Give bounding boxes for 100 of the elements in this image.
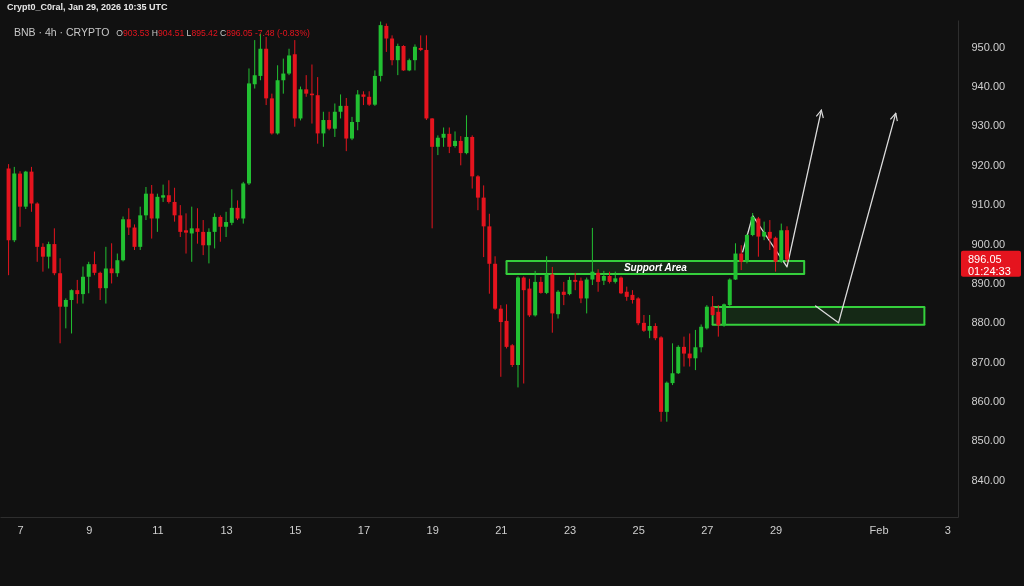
x-tick-label: 13 <box>220 523 233 536</box>
candlestick <box>544 255 549 295</box>
candlestick <box>184 212 189 255</box>
candlestick <box>63 297 68 329</box>
candlestick <box>453 130 458 149</box>
candlestick <box>98 271 103 301</box>
y-tick-label: 900.00 <box>971 237 1006 250</box>
text: O903.53 H904.51 L895.42 C896.05 -7.48 (-0.83%) <box>116 28 310 38</box>
x-tick-label: 17 <box>357 523 371 536</box>
candlestick <box>218 214 223 243</box>
candlestick <box>69 288 74 334</box>
y-tick-label: 940.00 <box>971 80 1006 93</box>
y-tick-label: 870.00 <box>971 355 1006 368</box>
y-tick-label: 850.00 <box>971 434 1006 447</box>
candlestick <box>699 323 704 353</box>
candlestick <box>75 279 80 305</box>
y-tick-label: 880.00 <box>971 316 1006 329</box>
candlestick <box>641 314 646 333</box>
candlestick <box>390 34 395 66</box>
x-tick-label: 21 <box>495 523 508 536</box>
candlestick <box>596 268 601 293</box>
candlestick <box>201 219 206 256</box>
x-tick-label: 7 <box>17 523 24 536</box>
text: 896.05 <box>968 252 1002 265</box>
candlestick <box>115 253 120 278</box>
candlestick <box>206 227 211 264</box>
x-tick-label: 23 <box>563 523 577 536</box>
candlestick <box>590 227 595 286</box>
annotation: Support Area <box>623 261 688 273</box>
x-tick-label: 11 <box>152 523 164 536</box>
candlestick <box>80 266 85 305</box>
candlestick <box>126 207 131 236</box>
x-tick-label: 15 <box>289 523 302 536</box>
y-tick-label: 860.00 <box>971 395 1006 408</box>
candlestick <box>670 342 675 386</box>
candlestick <box>561 281 566 306</box>
candlestick <box>172 187 177 223</box>
candlestick <box>287 48 292 76</box>
y-tick-label: 890.00 <box>971 276 1006 289</box>
candlestick <box>229 188 234 226</box>
y-tick-label: 930.00 <box>971 119 1006 132</box>
candlestick <box>567 276 572 296</box>
candlestick <box>750 212 755 237</box>
text: Crypt0_C0ral, Jan 29, 2026 10:35 UTC <box>7 2 168 12</box>
candlestick <box>132 223 137 251</box>
candlestick <box>441 127 446 148</box>
candlestick <box>412 43 417 71</box>
y-tick-label: 910.00 <box>971 198 1006 211</box>
y-tick-label: 950.00 <box>971 40 1006 53</box>
candlestick <box>143 186 148 221</box>
candlestick <box>384 23 389 53</box>
candlestick <box>103 246 108 305</box>
candlestick <box>212 212 217 249</box>
candlestick <box>161 184 166 203</box>
candlestick <box>338 93 343 119</box>
candlestick <box>681 336 686 368</box>
candlestick <box>155 193 160 233</box>
candlestick <box>235 199 240 221</box>
candlestick <box>447 127 452 154</box>
candlestick <box>350 116 355 141</box>
text: 01:24:33 <box>968 264 1011 277</box>
x-tick-label: 9 <box>86 523 93 536</box>
candlestick <box>556 289 561 320</box>
candlestick <box>195 207 200 245</box>
candlestick <box>86 261 91 294</box>
candlestick <box>321 111 326 148</box>
y-tick-label: 840.00 <box>971 473 1006 486</box>
candlestick <box>92 251 97 276</box>
candlestick <box>739 244 744 271</box>
candlestick <box>762 221 767 241</box>
candlestick <box>332 102 337 138</box>
y-tick-label: 920.00 <box>971 158 1006 171</box>
x-tick-label: 27 <box>701 523 714 536</box>
candlestick <box>756 216 761 258</box>
candlestick <box>395 43 400 76</box>
candlestick <box>693 329 698 371</box>
candlestick <box>46 241 51 269</box>
candlestick <box>304 74 309 98</box>
candlestick <box>327 111 332 131</box>
candlestick <box>704 304 709 331</box>
candlestick <box>584 277 589 314</box>
candlestick <box>40 242 45 273</box>
candlestick <box>464 114 469 155</box>
x-tick-label: 3 <box>944 523 951 536</box>
candlestick <box>767 219 772 251</box>
x-tick-label: Feb <box>869 523 889 536</box>
x-tick-label: 29 <box>769 523 783 536</box>
candlestick <box>166 179 171 205</box>
candlestick <box>189 206 194 263</box>
x-tick-label: 19 <box>426 523 439 536</box>
candlestick <box>458 135 463 166</box>
candlestick <box>178 204 183 238</box>
candlestick <box>475 174 480 211</box>
text: BNB · 4h · CRYPTO <box>14 26 110 38</box>
candlestick <box>435 134 440 156</box>
x-tick-label: 25 <box>632 523 645 536</box>
candlestick <box>647 314 652 339</box>
candlestick <box>578 277 583 304</box>
candlestick <box>224 211 229 238</box>
candlestick <box>498 304 503 378</box>
